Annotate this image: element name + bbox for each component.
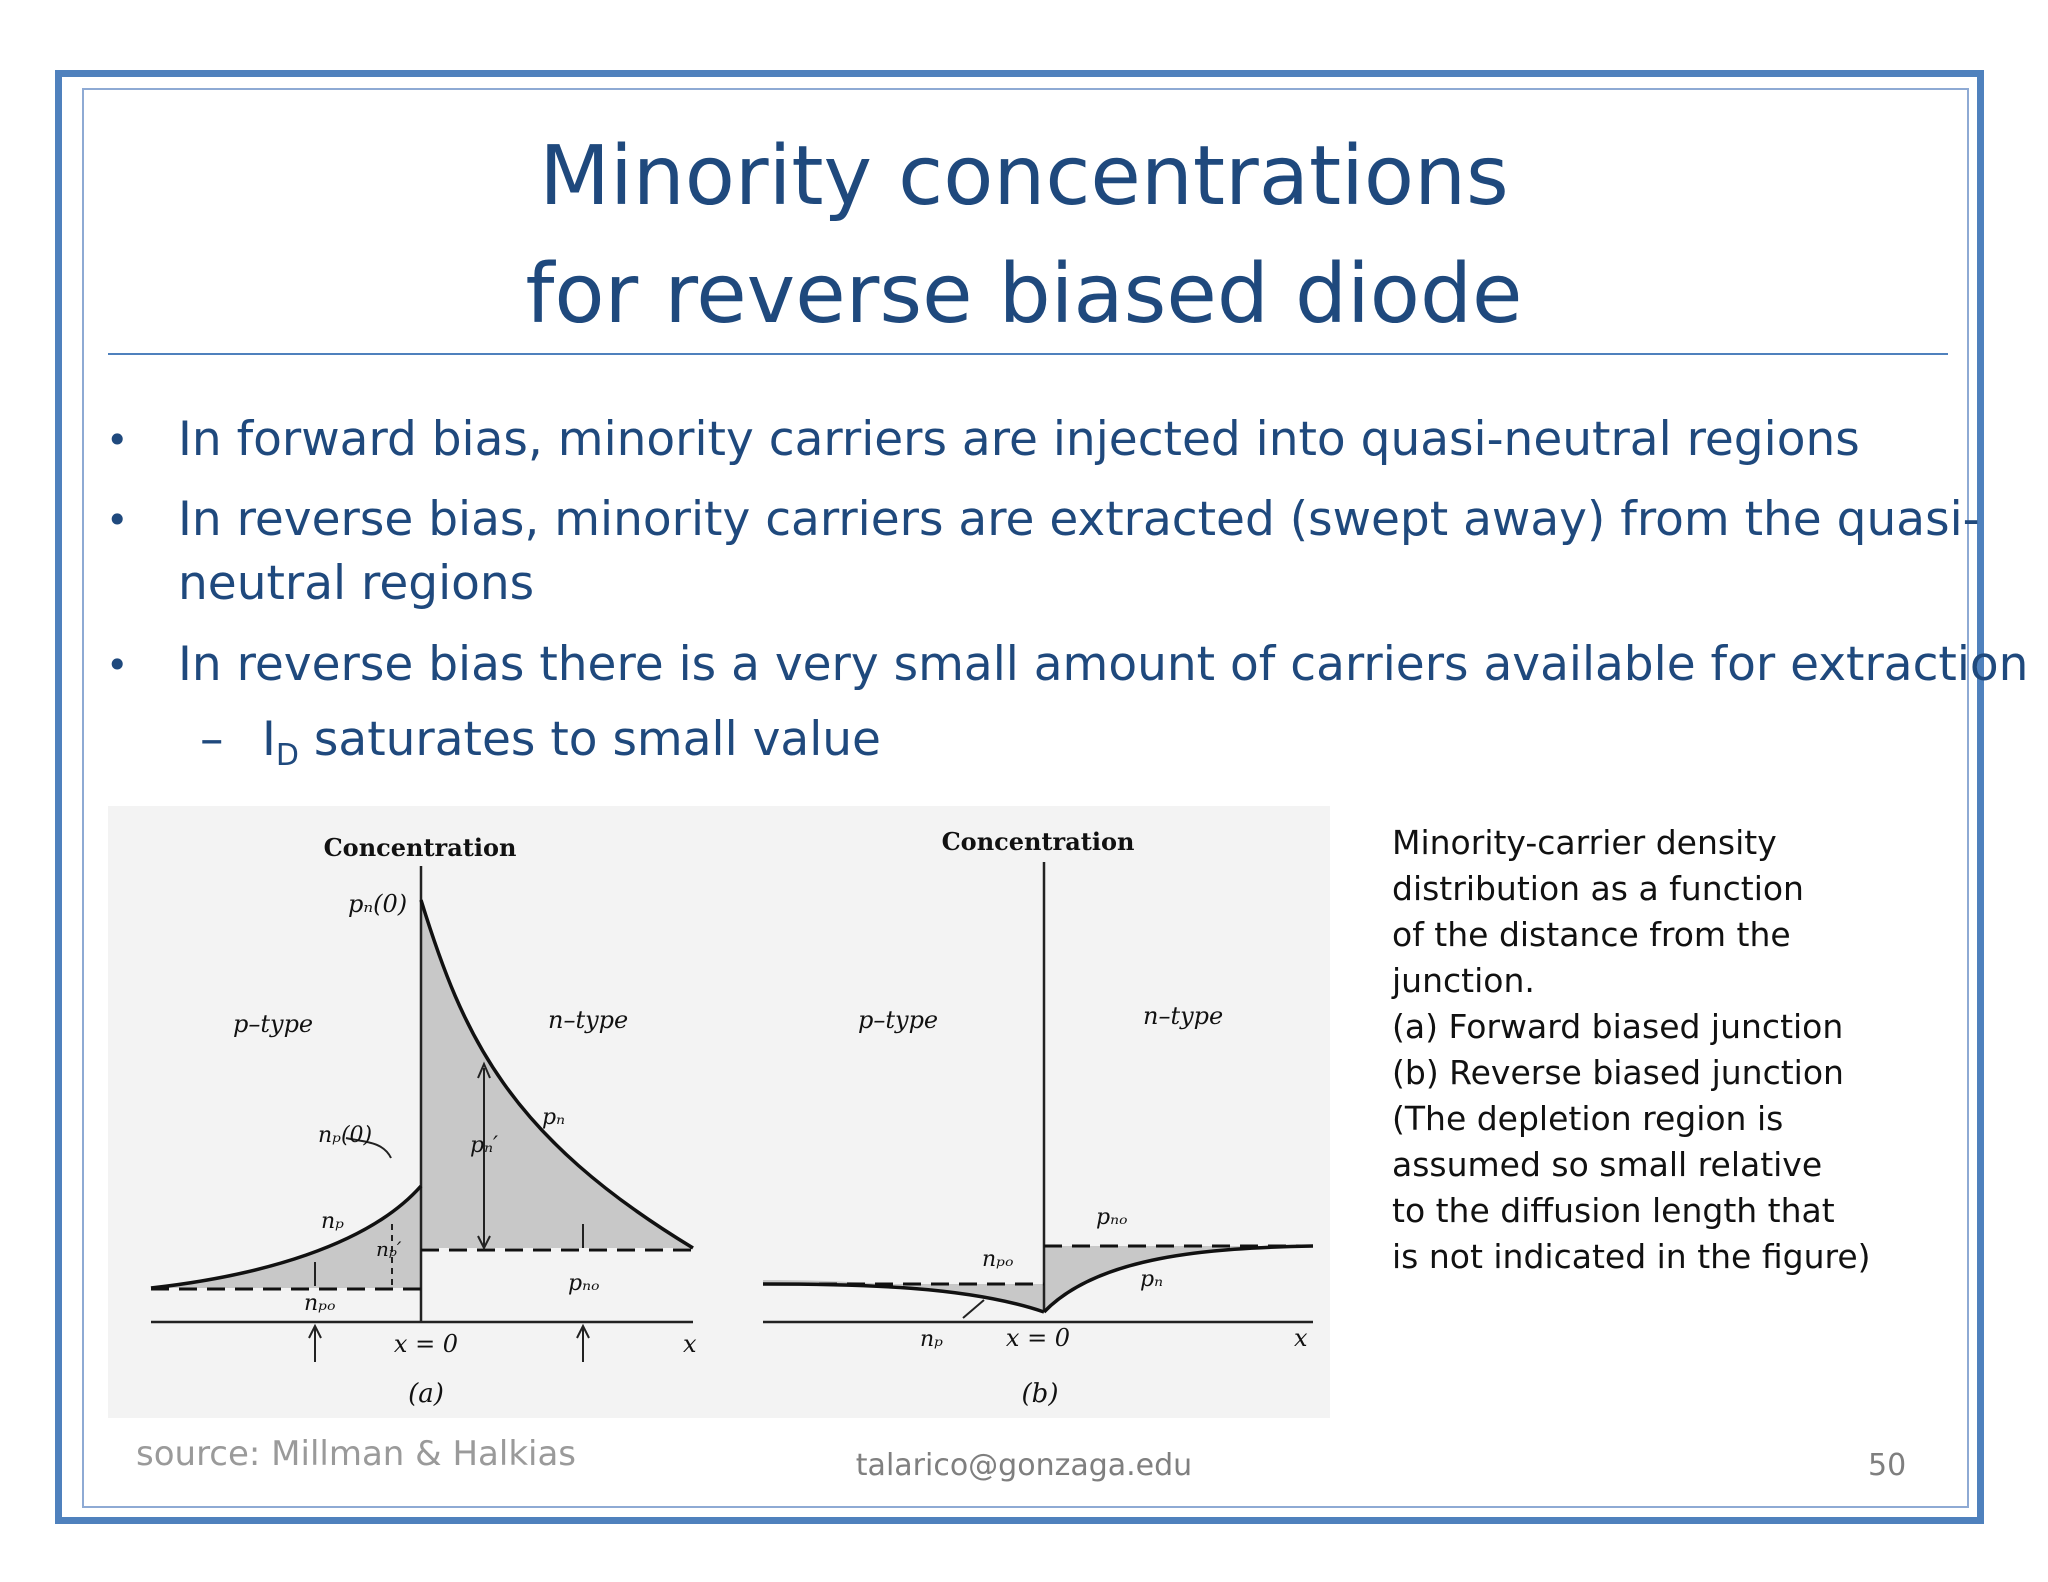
bullet-2-text-line-1: In reverse bias, minority carriers are e… [178, 492, 1980, 547]
panel-a-ptype-label: p–type [233, 1010, 313, 1038]
panel-b-pn-curve [1042, 1244, 1314, 1314]
panel-a-pn-curve [419, 899, 694, 1250]
sub-bullet-text: ID saturates to small value [262, 712, 881, 773]
panel-a-np-label: nₚ [321, 1209, 344, 1234]
caption-line: assumed so small relative [1392, 1145, 1823, 1184]
bullet-1-text: In forward bias, minority carriers are i… [178, 412, 1860, 467]
slide-outer-border [55, 70, 1984, 1524]
panel-b-npo-label: nₚₒ [982, 1247, 1013, 1272]
bullet-marker-2: • [106, 498, 129, 542]
panel-b-pn-deficit-area [1044, 1246, 1308, 1312]
bullet-2-text-line-2: neutral regions [178, 556, 535, 611]
panel-a-x0-label: x = 0 [394, 1330, 458, 1358]
caption-line: of the distance from the [1392, 915, 1791, 954]
caption-line: (b) Reverse biased junction [1392, 1053, 1844, 1092]
panel-a-caption: (a) [408, 1379, 444, 1409]
title-divider [108, 353, 1948, 355]
panel-a-np-curve [150, 1184, 423, 1290]
caption-line: (The depletion region is [1392, 1099, 1784, 1138]
caption-line: Minority-carrier density [1392, 823, 1777, 862]
panel-b-np-label: nₚ [920, 1327, 943, 1352]
panel-a-np-excess-area [151, 1186, 421, 1288]
panel-a: Concentration pₙ(0) p–type n–type nₚ(0) … [150, 833, 697, 1409]
panel-a-axis-label: Concentration [324, 833, 517, 862]
panel-b-axis-label: Concentration [942, 827, 1135, 856]
panel-a-ntype-label: n–type [548, 1006, 628, 1034]
panel-a-pn-label: pₙ [542, 1105, 565, 1130]
panel-a-pn0-label: pₙ(0) [348, 890, 407, 918]
panel-b-np-deficit-area [763, 1280, 1044, 1312]
panel-b-x-label: x [1294, 1324, 1308, 1352]
panel-b-pn-label: pₙ [1140, 1267, 1163, 1292]
panel-b-np-pointer [962, 1299, 985, 1319]
caption-line: junction. [1392, 961, 1535, 1000]
panel-b-ntype-label: n–type [1143, 1002, 1223, 1030]
footer-email: talarico@gonzaga.edu [855, 1448, 1193, 1483]
panel-a-pn-excess-area [421, 900, 693, 1248]
bullet-marker-3: • [106, 643, 129, 687]
concentration-figure: Concentration pₙ(0) p–type n–type nₚ(0) … [108, 806, 1330, 1418]
panel-a-pn-prime-label: pₙ′ [470, 1133, 498, 1158]
concentration-diagram: Concentration pₙ(0) p–type n–type nₚ(0) … [150, 827, 1314, 1409]
id-subscript: D [275, 738, 299, 773]
panel-a-x-label: x [683, 1330, 697, 1358]
slide-title-line-2: for reverse biased diode [525, 247, 1523, 342]
caption-line: is not indicated in the figure) [1392, 1237, 1871, 1276]
caption-line: to the diffusion length that [1392, 1191, 1835, 1230]
panel-a-np-prime-label: nₚ′ [376, 1237, 402, 1261]
panel-b-pno-label: pₙₒ [1096, 1205, 1127, 1230]
panel-a-left-marker-head [308, 1323, 322, 1339]
panel-a-npo-label: nₚₒ [304, 1291, 335, 1316]
slide-inner-border [82, 88, 1969, 1508]
slide-title-line-1: Minority concentrations [539, 129, 1509, 224]
panel-b-ptype-label: p–type [858, 1006, 938, 1034]
caption-line: distribution as a function [1392, 869, 1804, 908]
id-symbol: I [262, 712, 276, 767]
caption-line: (a) Forward biased junction [1392, 1007, 1844, 1046]
panel-b: Concentration p–type n–type pₙₒ nₚₒ pₙ n… [762, 827, 1314, 1409]
panel-a-right-marker-head [576, 1323, 590, 1339]
sub-bullet-marker: – [200, 712, 224, 767]
figure-caption: Minority-carrier density distribution as… [1392, 820, 1952, 1280]
panel-b-caption: (b) [1022, 1379, 1059, 1409]
sub-bullet-body: saturates to small value [298, 712, 881, 767]
panel-a-np0-pointer [345, 1137, 392, 1159]
page-number: 50 [1868, 1448, 1907, 1483]
panel-a-pno-label: pₙₒ [568, 1271, 599, 1296]
bullet-3-text: In reverse bias there is a very small am… [178, 637, 2029, 692]
footer-source: source: Millman & Halkias [136, 1434, 577, 1474]
panel-a-arrowhead-up [477, 1061, 491, 1079]
panel-a-np0-label: nₚ(0) [318, 1123, 372, 1148]
bullet-marker-1: • [106, 418, 129, 462]
panel-a-arrowhead-down [477, 1235, 491, 1251]
panel-b-np-curve [762, 1282, 1045, 1314]
panel-b-x0-label: x = 0 [1006, 1324, 1070, 1352]
